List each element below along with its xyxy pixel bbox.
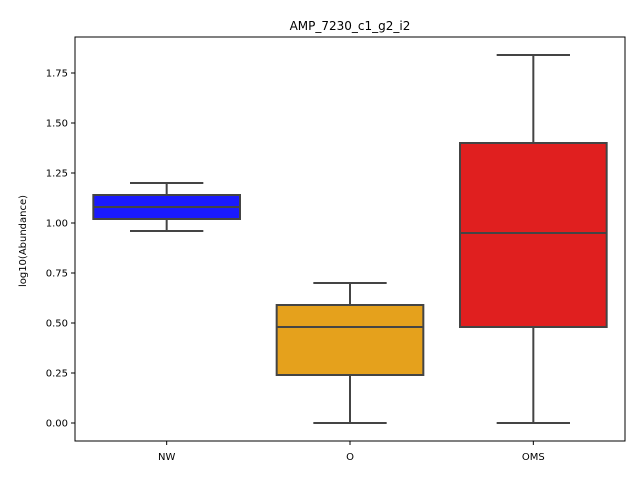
y-axis-title: log10(Abundance) — [18, 195, 29, 287]
x-tick-label: O — [346, 452, 354, 463]
plot-frame — [74, 36, 626, 442]
box-o — [275, 282, 425, 424]
box-iqr — [459, 142, 608, 328]
y-tick-label: 0.50 — [46, 319, 68, 330]
chart-title: AMP_7230_c1_g2_i2 — [290, 19, 411, 33]
y-tick-label: 1.00 — [46, 219, 68, 230]
y-axis: 0.00 0.25 0.50 0.75 1.00 1.25 1.50 1.75 — [46, 69, 75, 430]
y-tick-label: 0.25 — [46, 369, 68, 380]
box-nw — [92, 182, 242, 232]
y-tick-label: 1.75 — [46, 69, 68, 80]
x-axis: NW O OMS — [158, 441, 545, 463]
y-tick-label: 1.50 — [46, 119, 68, 130]
x-tick-label: OMS — [522, 452, 545, 463]
y-tick-label: 1.25 — [46, 169, 68, 180]
x-tick-label: NW — [158, 452, 175, 463]
box-iqr — [275, 304, 425, 376]
y-tick-label: 0.75 — [46, 269, 68, 280]
boxes-layer — [92, 54, 608, 424]
box-oms — [459, 54, 608, 424]
y-tick-label: 0.00 — [46, 419, 68, 430]
